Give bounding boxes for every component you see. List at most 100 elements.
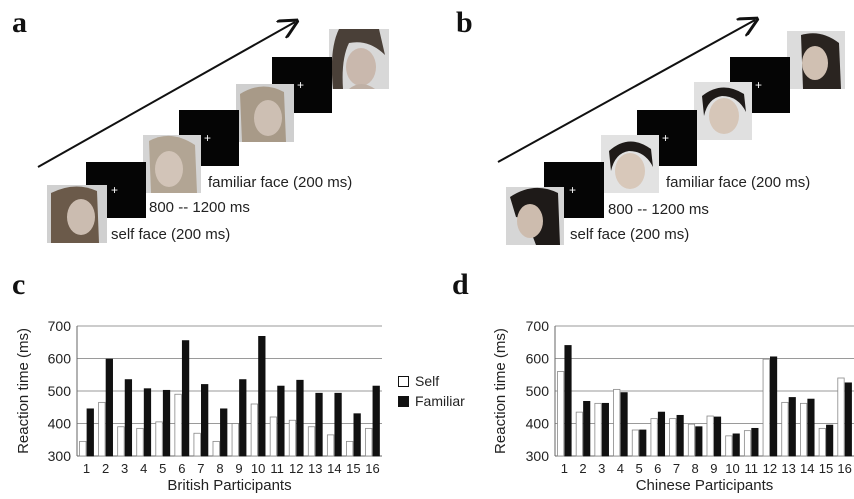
bar-familiar-16 [844, 382, 852, 457]
bar-self-2 [98, 401, 106, 457]
y-axis-title: Reaction time (ms) [492, 328, 509, 454]
face-portrait-icon [143, 135, 201, 193]
bar-self-5 [155, 421, 163, 457]
panel-letter-c: c [12, 268, 26, 301]
bar-self-2 [575, 411, 583, 457]
familiar-face-label-b: familiar face (200 ms) [666, 174, 811, 191]
bar-familiar-13 [788, 397, 796, 457]
face-image-familiar-b1 [601, 135, 659, 193]
bar-self-10 [725, 435, 733, 457]
face-portrait-icon [506, 187, 564, 245]
bar-familiar-12 [296, 379, 304, 457]
x-tick-label: 9 [235, 461, 242, 476]
bar-familiar-5 [639, 429, 647, 457]
y-tick-label: 500 [526, 383, 550, 399]
x-axis-title: Chinese Participants [636, 477, 774, 494]
x-tick-label: 10 [725, 461, 739, 476]
face-portrait-icon [329, 29, 389, 89]
x-tick-label: 1 [83, 461, 90, 476]
bar-familiar-11 [751, 427, 759, 457]
y-tick-label: 300 [526, 448, 550, 464]
x-tick-label: 7 [673, 461, 680, 476]
bar-self-5 [631, 429, 639, 457]
bar-self-1 [79, 440, 87, 457]
y-tick-label: 600 [526, 351, 550, 367]
interval-label-a: 800 -- 1200 ms [149, 199, 250, 216]
familiar-face-label-a: familiar face (200 ms) [208, 174, 353, 191]
bar-self-11 [269, 416, 278, 457]
bar-familiar-2 [105, 358, 113, 457]
x-tick-label: 5 [159, 461, 166, 476]
bar-familiar-8 [695, 426, 703, 457]
x-tick-label: 15 [819, 461, 833, 476]
legend-swatch-self [398, 375, 409, 387]
bar-familiar-11 [277, 385, 285, 457]
bar-familiar-13 [315, 392, 323, 457]
x-tick-label: 2 [579, 461, 586, 476]
x-tick-label: 8 [216, 461, 223, 476]
bar-self-15 [818, 427, 826, 457]
bar-familiar-6 [657, 411, 666, 457]
face-image-self-a2 [236, 84, 294, 142]
x-tick-label: 13 [781, 461, 795, 476]
bar-familiar-5 [162, 389, 171, 457]
face-image-familiar-a1 [143, 135, 201, 193]
x-tick-label: 4 [617, 461, 624, 476]
face-image-self-b1 [506, 187, 564, 245]
fixation-cross-icon: + [111, 183, 119, 197]
bar-self-3 [117, 426, 125, 457]
bar-familiar-7 [676, 414, 684, 457]
bar-familiar-4 [143, 388, 152, 457]
interval-label-b: 800 -- 1200 ms [608, 201, 709, 218]
panel-letter-d: d [452, 268, 469, 301]
bar-familiar-3 [124, 379, 133, 457]
x-tick-label: 13 [308, 461, 322, 476]
bar-self-15 [346, 440, 354, 457]
x-tick-label: 10 [251, 461, 265, 476]
y-tick-label: 400 [48, 416, 72, 432]
fixation-cross-icon: + [569, 183, 577, 197]
y-tick-label: 400 [526, 416, 550, 432]
bar-familiar-6 [181, 340, 190, 457]
bar-self-14 [800, 402, 808, 457]
fixation-cross-icon: + [204, 131, 212, 145]
y-tick-label: 300 [48, 448, 72, 464]
face-portrait-icon [47, 185, 107, 243]
face-portrait-icon [694, 82, 752, 140]
face-image-familiar-b2 [787, 31, 845, 89]
legend-item-self: Self [398, 371, 465, 391]
self-face-label-a: self face (200 ms) [111, 226, 231, 243]
x-tick-label: 6 [654, 461, 661, 476]
fixation-cross-icon: + [755, 78, 763, 92]
y-tick-label: 600 [48, 351, 72, 367]
bar-familiar-15 [826, 424, 834, 457]
bar-familiar-2 [583, 400, 591, 457]
bar-familiar-10 [732, 433, 740, 457]
bar-familiar-14 [334, 392, 342, 457]
bar-self-4 [613, 388, 621, 457]
x-tick-label: 16 [837, 461, 851, 476]
bar-self-1 [557, 371, 565, 457]
panel-letter-a: a [12, 6, 27, 39]
x-tick-label: 11 [744, 461, 758, 476]
x-tick-label: 12 [289, 461, 303, 476]
face-portrait-icon [601, 135, 659, 193]
face-image-familiar-a2 [329, 29, 389, 89]
face-portrait-icon [236, 84, 294, 142]
bar-familiar-16 [372, 385, 380, 457]
self-face-label-b: self face (200 ms) [570, 226, 690, 243]
bar-familiar-4 [620, 392, 628, 457]
x-tick-label: 9 [710, 461, 717, 476]
y-tick-label: 700 [48, 318, 72, 334]
x-tick-label: 11 [270, 461, 284, 476]
bar-self-9 [706, 415, 714, 457]
x-axis-title: British Participants [167, 477, 291, 494]
bar-self-10 [250, 403, 258, 457]
bar-self-8 [687, 423, 696, 457]
fixation-cross-icon: + [662, 131, 670, 145]
fixation-cross-icon: + [297, 78, 305, 92]
bar-self-6 [174, 393, 182, 457]
